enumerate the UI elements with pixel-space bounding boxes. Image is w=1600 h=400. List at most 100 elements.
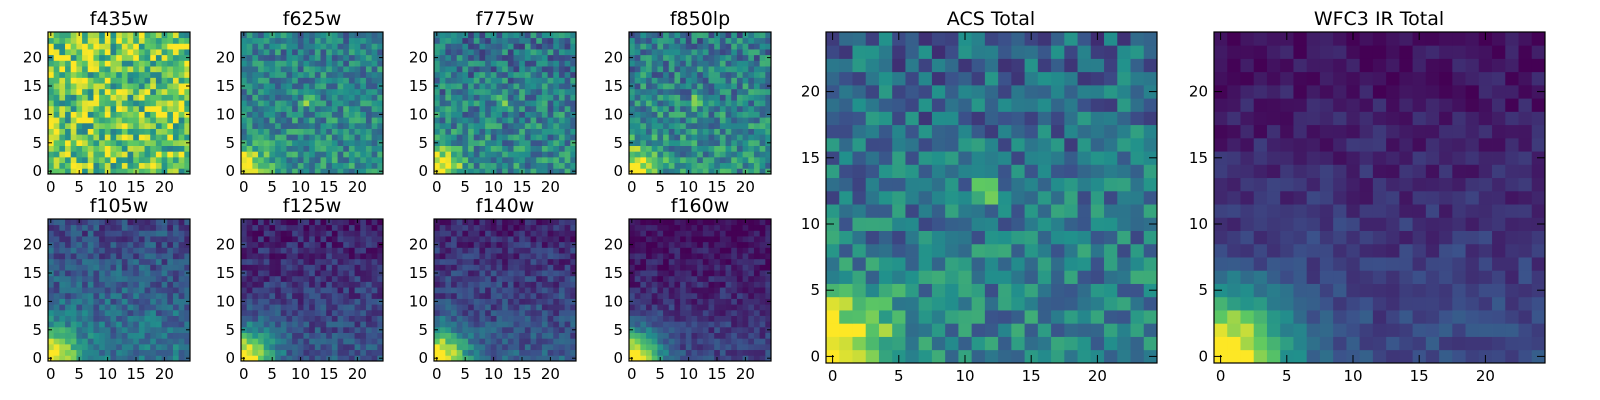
heatmap-cell <box>629 105 636 112</box>
heatmap-cell <box>343 100 350 107</box>
heatmap-cells <box>241 219 384 362</box>
heatmap-cell <box>468 349 475 356</box>
heatmap-cell <box>138 281 145 288</box>
heatmap-cell <box>547 315 554 322</box>
heatmap-cell <box>629 134 636 141</box>
heatmap-cell <box>292 162 299 169</box>
heatmap-cell <box>53 111 60 118</box>
heatmap-cell <box>702 105 709 112</box>
heatmap-cell <box>326 332 333 339</box>
heatmap-cell <box>742 54 749 61</box>
heatmap-cell <box>246 162 253 169</box>
heatmap-cell <box>490 94 497 101</box>
heatmap-cell <box>377 343 384 351</box>
heatmap-cell <box>167 94 174 101</box>
heatmap-cell <box>541 219 548 226</box>
heatmap-cell <box>348 338 355 345</box>
heatmap-cell <box>377 105 384 112</box>
heatmap-cell <box>303 349 310 356</box>
heatmap-cell <box>297 66 304 73</box>
heatmap-cell <box>99 230 106 237</box>
heatmap-cell <box>451 83 458 90</box>
heatmap-cell <box>252 315 259 322</box>
heatmap-cell <box>161 224 168 231</box>
heatmap-cell <box>473 77 480 84</box>
heatmap-cell <box>714 162 721 169</box>
heatmap-cell <box>451 338 458 345</box>
heatmap-cell <box>685 139 692 146</box>
heatmap-cell <box>155 117 162 124</box>
heatmap-cell <box>456 83 463 90</box>
heatmap-cell <box>127 66 134 73</box>
heatmap-cell <box>490 66 497 73</box>
heatmap-cell <box>167 247 174 254</box>
heatmap-cell <box>473 304 480 311</box>
heatmap-cell <box>564 309 571 316</box>
heatmap-cell <box>685 292 692 299</box>
heatmap-cell <box>479 32 486 39</box>
panel-title: f140w <box>476 195 535 217</box>
heatmap-cell <box>485 151 492 158</box>
heatmap-cell <box>468 230 475 237</box>
heatmap-cell <box>343 281 350 288</box>
heatmap-cell <box>292 83 299 90</box>
heatmap-cell <box>275 54 282 61</box>
heatmap-cell <box>343 247 350 254</box>
heatmap-cell <box>651 355 658 362</box>
heatmap-cell <box>59 156 66 164</box>
heatmap-cell <box>640 292 647 299</box>
heatmap-cell <box>490 122 497 129</box>
heatmap-cell <box>65 292 72 299</box>
heatmap-cell <box>680 60 687 67</box>
heatmap-cell <box>280 332 287 339</box>
heatmap-cell <box>297 54 304 61</box>
heatmap-cell <box>657 281 664 288</box>
heatmap-cell <box>269 139 276 146</box>
heatmap-cell <box>343 32 350 39</box>
heatmap-cell <box>490 241 497 248</box>
heatmap-cell <box>513 270 520 277</box>
heatmap-cell <box>144 292 151 299</box>
heatmap-cell <box>570 60 577 67</box>
heatmap-cell <box>303 287 310 294</box>
heatmap-cell <box>541 151 548 158</box>
heatmap-cell <box>731 145 738 152</box>
heatmap-cell <box>314 88 321 95</box>
heatmap-cell <box>82 43 89 50</box>
heatmap-cell <box>445 309 452 316</box>
heatmap-cell <box>759 122 766 129</box>
heatmap-cell <box>53 139 60 146</box>
heatmap-cell <box>725 343 732 351</box>
heatmap-cell <box>502 270 509 277</box>
heatmap-cell <box>252 343 259 351</box>
heatmap-cell <box>365 83 373 90</box>
heatmap-cell <box>297 37 304 44</box>
heatmap-cell <box>685 66 692 73</box>
heatmap-cell <box>155 304 162 311</box>
heatmap-cell <box>269 236 276 243</box>
heatmap-cell <box>263 338 270 345</box>
heatmap-cell <box>184 349 191 356</box>
heatmap-cell <box>150 105 157 112</box>
y-tick-labels: 0 5 10 15 20 <box>604 49 623 181</box>
heatmap-cell <box>360 49 367 56</box>
heatmap-cell <box>110 343 117 351</box>
heatmap-cell <box>53 151 60 158</box>
heatmap-cell <box>490 88 497 95</box>
heatmap-cell <box>82 94 89 101</box>
heatmap-cell <box>674 100 681 107</box>
heatmap-cell <box>167 219 174 226</box>
heatmap-cell <box>93 224 100 231</box>
heatmap-cell <box>116 241 123 248</box>
heatmap-cell <box>76 292 83 299</box>
heatmap-cell <box>445 338 452 345</box>
heatmap-cell <box>680 71 687 78</box>
heatmap-cell <box>144 219 151 226</box>
heatmap-cell <box>564 94 571 101</box>
heatmap-cell <box>365 122 373 129</box>
heatmap-cell <box>286 321 293 328</box>
heatmap-cell <box>263 298 270 305</box>
heatmap-cell <box>753 128 761 135</box>
heatmap-cell <box>434 128 441 135</box>
heatmap-cell <box>82 105 89 112</box>
